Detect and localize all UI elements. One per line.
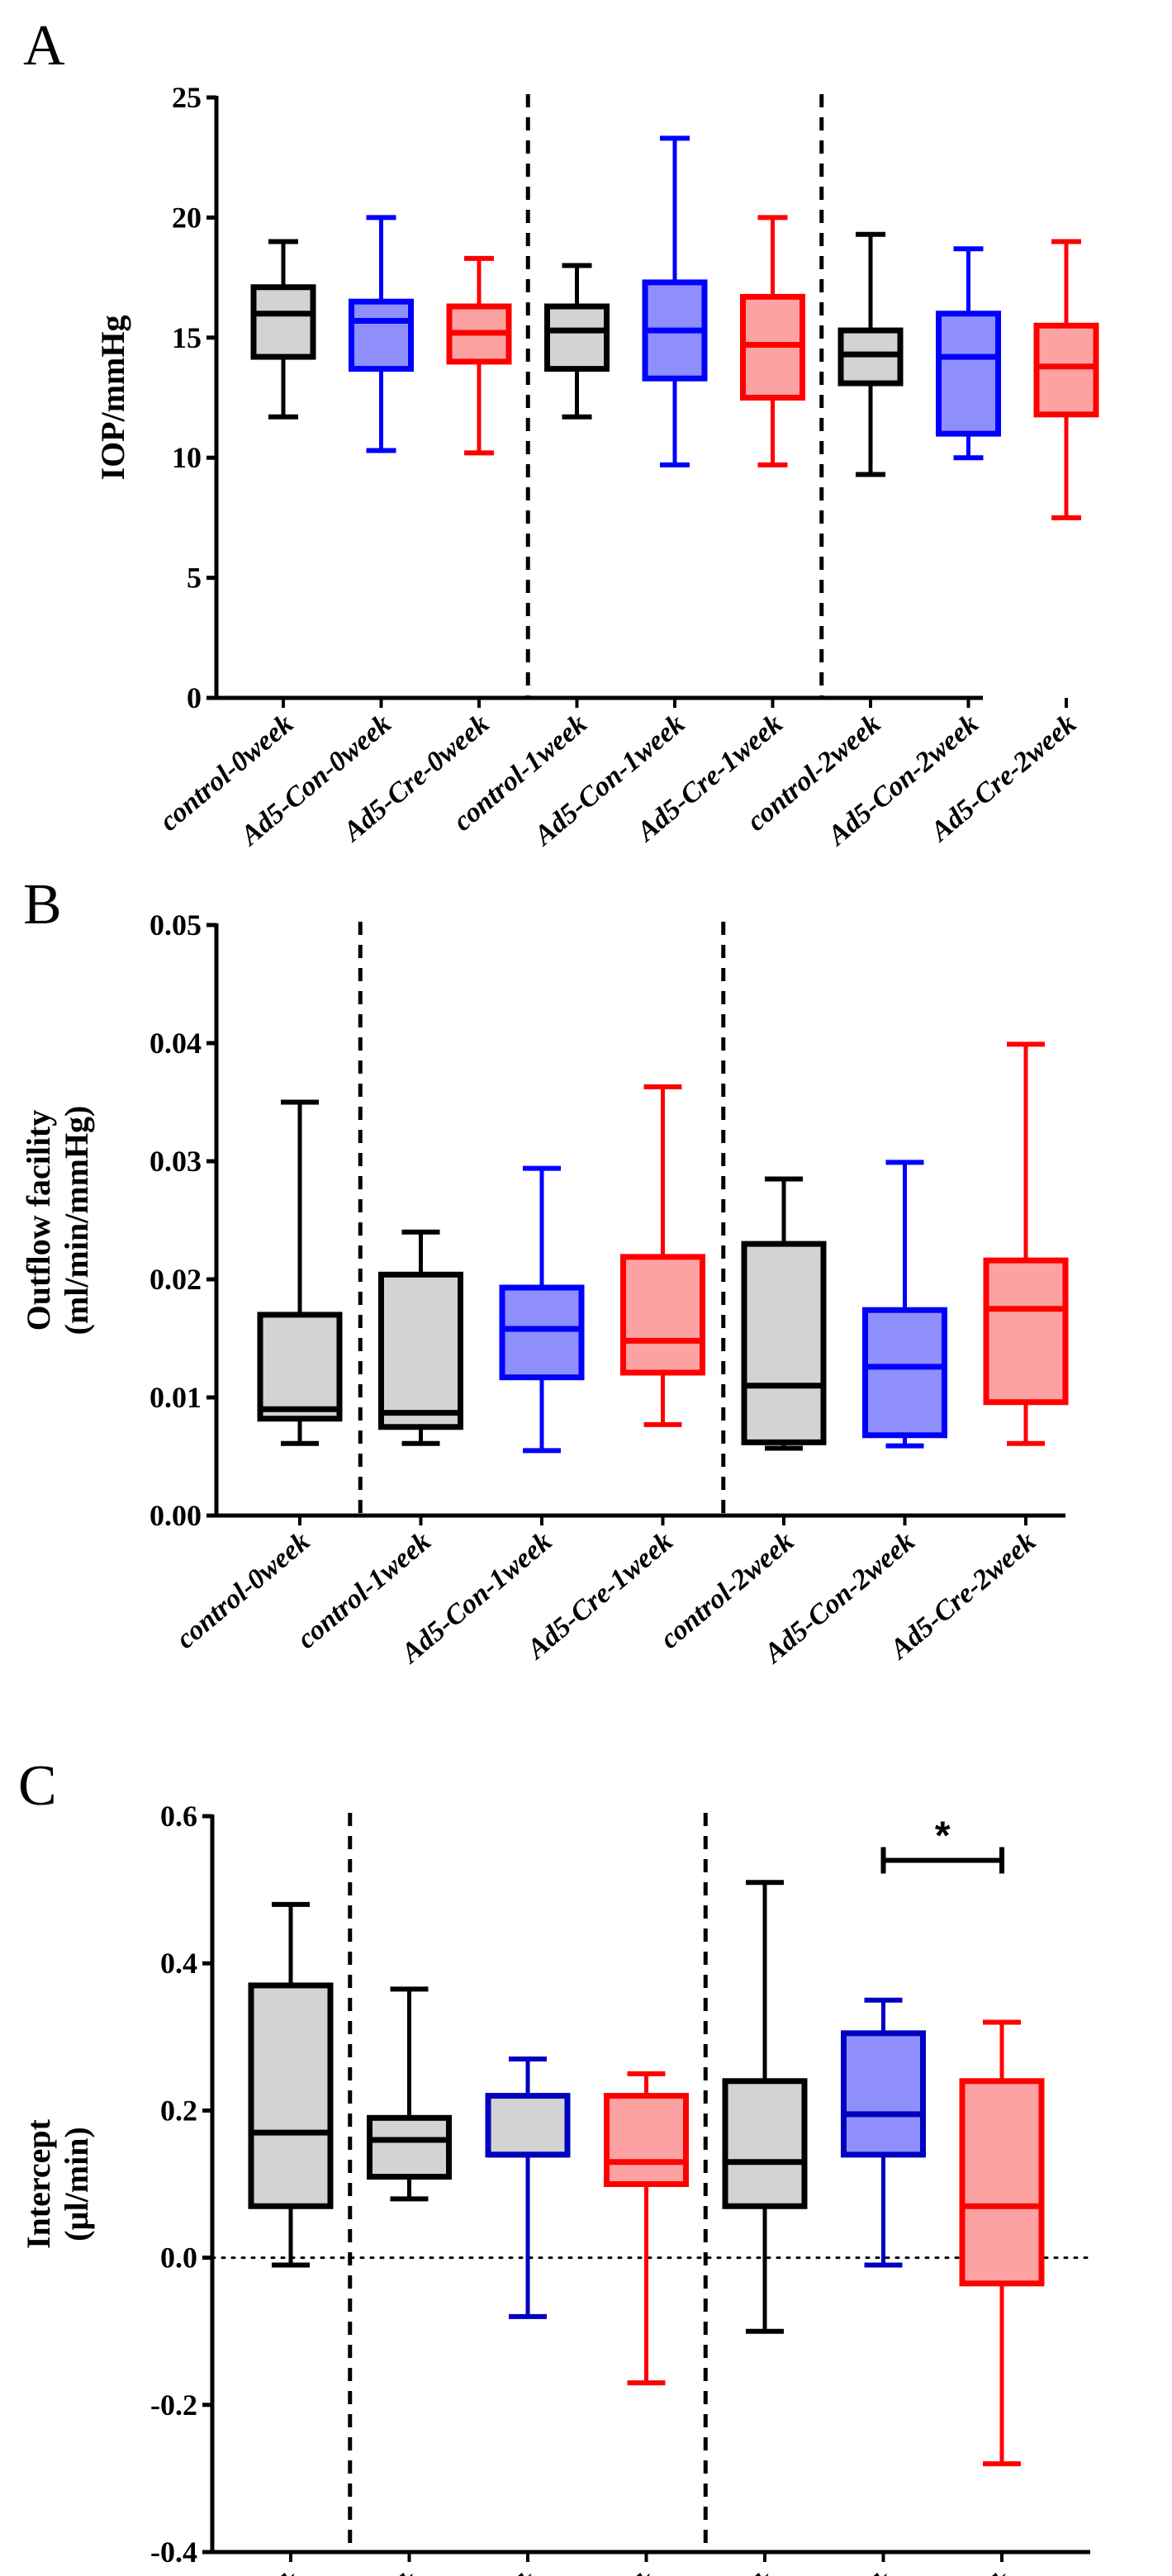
iqr-box xyxy=(485,2093,571,2158)
panel-b-outflow-facility: B 0.00 0.01 0.02 0.03 0.04 0.05 Outflow facilit… xyxy=(0,875,1172,1726)
iqr-box xyxy=(250,284,316,360)
iqr-box xyxy=(722,2078,808,2209)
box-control-1week xyxy=(367,1986,452,2202)
box-Ad5-Cre-2week xyxy=(983,1041,1069,1446)
box-Ad5-Cre-1week xyxy=(620,1084,705,1427)
y-tick-label: -0.4 xyxy=(150,2536,197,2569)
y-tick-label: 0.04 xyxy=(149,1027,202,1060)
box-control-0week xyxy=(248,1901,334,2268)
box-control-1week xyxy=(544,263,610,420)
y-tick-label: -0.2 xyxy=(150,2389,197,2422)
panel-letter: A xyxy=(23,14,65,78)
box-Ad5-Con-1week xyxy=(485,2057,571,2319)
y-tick-label: 0.00 xyxy=(149,1499,202,1532)
y-axis-title: IOP/mmHg xyxy=(94,315,131,481)
y-tick-label: 0 xyxy=(187,681,202,714)
iqr-box xyxy=(936,311,1001,437)
y-tick-label: 5 xyxy=(187,562,202,595)
y-tick-label: 0.03 xyxy=(149,1145,202,1178)
iqr-box xyxy=(862,1307,947,1439)
x-tick-label: control-0week xyxy=(170,1526,316,1655)
y-tick-label: 0.2 xyxy=(160,2094,197,2127)
box-Ad5-Con-1week xyxy=(642,135,708,467)
y-tick-label: 0.05 xyxy=(149,908,202,942)
box-Ad5-Con-2week xyxy=(936,246,1001,461)
y-tick-label: 20 xyxy=(172,201,202,234)
iqr-box xyxy=(544,303,610,372)
iqr-box xyxy=(349,298,414,372)
panel-letter: B xyxy=(23,875,62,937)
box-control-2week xyxy=(741,1176,827,1451)
iqr-box xyxy=(741,1241,827,1445)
box-Ad5-Con-1week xyxy=(499,1165,585,1454)
iqr-box xyxy=(959,2078,1045,2287)
iqr-box xyxy=(257,1312,343,1422)
y-tick-label: 0.01 xyxy=(149,1381,202,1414)
panel-letter: C xyxy=(18,1754,57,1818)
y-tick-label: 0.6 xyxy=(160,1800,197,1833)
significance-bracket: * xyxy=(880,1814,1004,1874)
iqr-box xyxy=(248,1982,334,2209)
y-tick-label: 10 xyxy=(172,441,202,474)
y-tick-label: 25 xyxy=(172,81,202,114)
significance-star: * xyxy=(935,1814,951,1857)
y-axis-title-line: (µl/min) xyxy=(58,2127,95,2242)
x-tick-label: control-1week xyxy=(280,2565,425,2576)
y-tick-label: 0.0 xyxy=(160,2242,197,2275)
box-Ad5-Cre-2week xyxy=(959,2019,1045,2467)
box-control-2week xyxy=(837,231,904,477)
iqr-box xyxy=(841,2030,926,2158)
iqr-box xyxy=(378,1271,463,1430)
box-control-2week xyxy=(722,1880,808,2334)
iqr-box xyxy=(1033,322,1099,418)
box-control-1week xyxy=(378,1229,463,1446)
iqr-box xyxy=(604,2093,689,2187)
iqr-box xyxy=(367,2114,452,2180)
box-Ad5-Con-0week xyxy=(349,215,414,453)
iop-boxplot: A0510152025IOP/mmHgcontrol-0weekAd5-Con-… xyxy=(23,14,1099,852)
box-control-0week xyxy=(250,239,316,420)
iqr-box xyxy=(620,1254,705,1376)
y-axis-title-line: (ml/min/mmHg) xyxy=(58,1106,95,1335)
box-Ad5-Con-2week xyxy=(862,1160,947,1449)
y-axis-title-line: Outflow facility xyxy=(20,1110,57,1331)
iqr-box xyxy=(983,1257,1069,1406)
iqr-box xyxy=(499,1284,585,1381)
panel-c-intercept: C -0.4 -0.2 0.0 0.2 0.4 0.6 Intercept(µl/min) co… xyxy=(0,1726,1172,2576)
panel-a-iop: A 0 5 10 15 20 25 IOP/mmHg control-0week Ad5-Con-… xyxy=(0,0,1172,859)
y-tick-label: 0.02 xyxy=(149,1263,202,1296)
box-control-0week xyxy=(257,1099,343,1446)
box-Ad5-Cre-0week xyxy=(446,255,512,456)
box-Ad5-Cre-1week xyxy=(740,215,805,467)
y-tick-label: 15 xyxy=(172,321,202,354)
intercept-boxplot: C -0.4 -0.2 0.0 0.2 0.4 0.6 Intercept(µl/min) co… xyxy=(18,1754,1092,2576)
box-Ad5-Cre-1week xyxy=(604,2071,689,2386)
y-axis-title-line: Intercept xyxy=(20,2118,57,2249)
box-Ad5-Cre-2week xyxy=(1033,239,1099,520)
box-Ad5-Con-2week xyxy=(841,1997,926,2268)
x-tick-label: control-2week xyxy=(635,2565,781,2576)
y-tick-label: 0.4 xyxy=(160,1947,197,1980)
outflow-facility-boxplot: B 0.00 0.01 0.02 0.03 0.04 0.05 Outflow facilit… xyxy=(20,875,1069,1670)
